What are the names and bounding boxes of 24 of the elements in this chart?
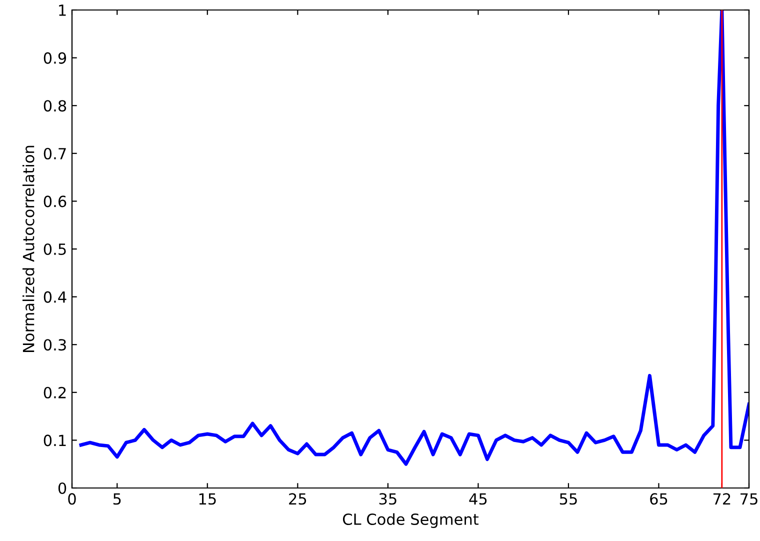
x-tick-label: 75 bbox=[740, 493, 758, 505]
y-tick-label: 0.1 bbox=[44, 434, 66, 446]
x-axis-title: CL Code Segment bbox=[342, 513, 479, 528]
y-tick-label: 0.3 bbox=[44, 339, 66, 351]
y-tick-label: 0 bbox=[58, 482, 66, 494]
x-tick-label: 15 bbox=[199, 493, 216, 505]
x-tick-label: 45 bbox=[469, 493, 487, 505]
x-tick-label: 72 bbox=[713, 493, 730, 504]
y-tick-label: 0.2 bbox=[44, 386, 66, 398]
y-tick-label: 0.7 bbox=[44, 148, 66, 160]
y-tick-label: 0.9 bbox=[44, 52, 66, 64]
x-tick-label: 5 bbox=[113, 493, 121, 505]
y-tick-label: 0.4 bbox=[44, 291, 66, 303]
x-tick-label: 25 bbox=[289, 493, 306, 505]
x-tick-label: 55 bbox=[560, 493, 577, 505]
y-axis-title: Normalized Autocorrelation bbox=[22, 146, 34, 352]
x-tick-label: 0 bbox=[68, 493, 76, 505]
y-tick-label: 0.8 bbox=[44, 100, 66, 112]
y-tick-label: 0.6 bbox=[44, 196, 66, 208]
x-tick-label: 35 bbox=[379, 493, 396, 505]
x-tick-label: 65 bbox=[650, 493, 668, 505]
y-tick-label: 0.5 bbox=[44, 243, 66, 256]
line-series bbox=[79, 10, 749, 466]
y-tick-label: 1 bbox=[59, 4, 66, 16]
